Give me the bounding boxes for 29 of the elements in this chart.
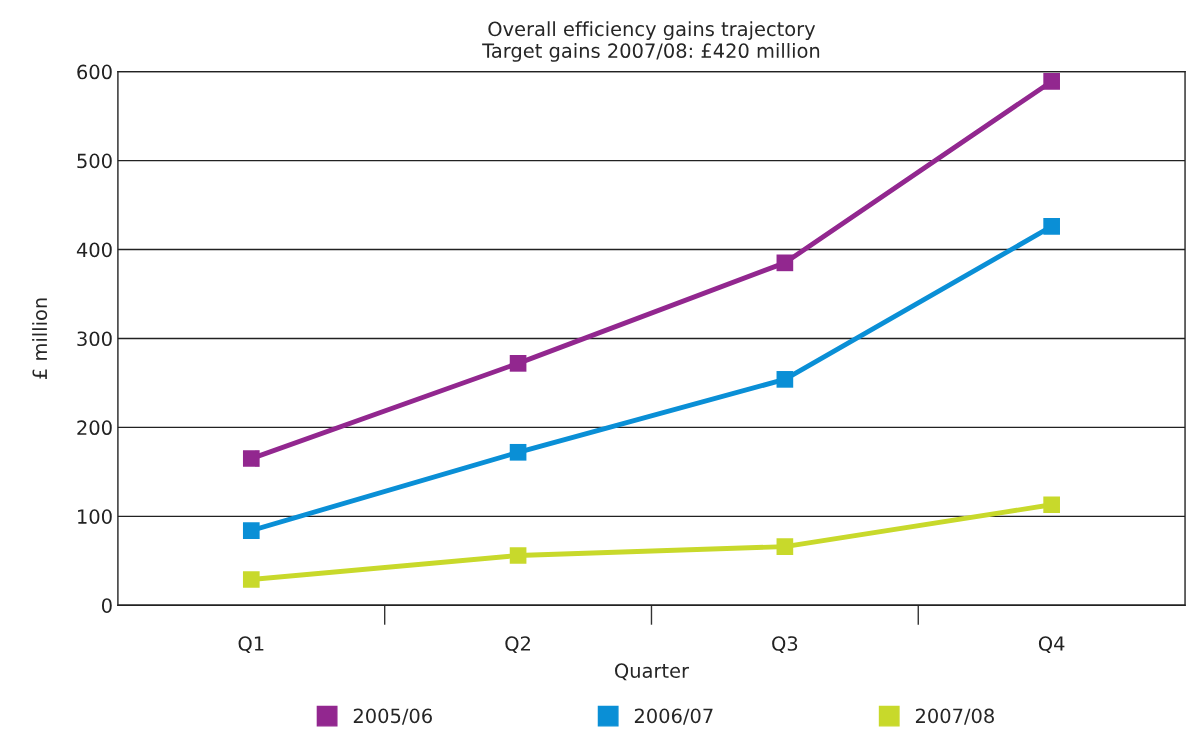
x-tick-label: Q1 <box>238 636 264 654</box>
point <box>1043 73 1060 90</box>
point <box>242 450 260 467</box>
chart-title: Overall efficiency gains trajectory Target gains 2007/08: £420 million <box>482 21 820 62</box>
point <box>509 547 527 564</box>
x-axis-title: Quarter <box>615 663 690 681</box>
x-tick-label: Q3 <box>772 636 798 654</box>
y-tick-label: 200 <box>77 420 112 436</box>
x-tick-label: Q4 <box>1038 636 1065 654</box>
point <box>776 538 794 555</box>
point <box>1043 218 1060 235</box>
y-tick-label: 500 <box>77 153 112 169</box>
y-tick-label: 300 <box>77 331 112 347</box>
point <box>776 254 794 272</box>
y-tick-label: 0 <box>101 598 112 613</box>
legend-label: 2005/06 <box>353 708 432 725</box>
y-tick-label: 400 <box>76 242 112 258</box>
point <box>242 571 260 588</box>
point <box>509 355 527 372</box>
point <box>776 371 794 388</box>
y-tick-label: 100 <box>78 509 112 524</box>
point <box>1043 496 1060 514</box>
y-axis-title: £ million <box>32 298 48 379</box>
x-tick-label: Q2 <box>505 636 530 654</box>
legend-label: 2006/07 <box>634 708 713 725</box>
legend-label: 2007/08 <box>915 708 994 725</box>
point <box>242 522 260 539</box>
point <box>509 443 527 461</box>
y-tick-label: 600 <box>77 64 112 80</box>
